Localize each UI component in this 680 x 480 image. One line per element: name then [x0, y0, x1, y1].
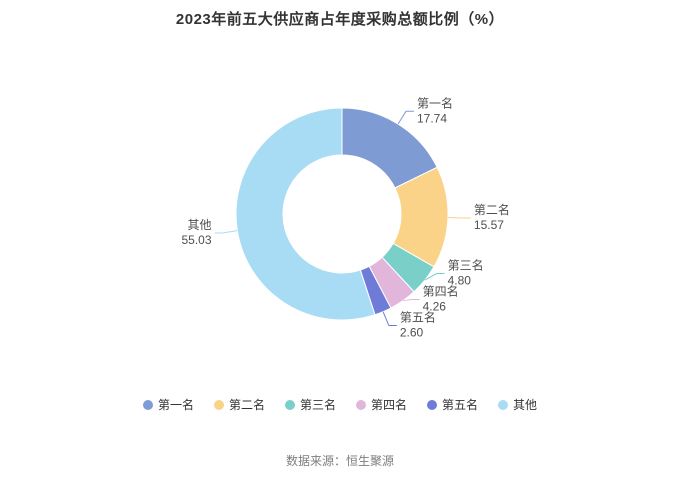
label-line: [382, 311, 397, 327]
label-line: [402, 299, 420, 302]
slice-label: 第三名 4.80: [448, 258, 484, 288]
legend-item-6[interactable]: 其他: [498, 396, 537, 413]
legend-label: 第一名: [157, 398, 194, 412]
legend-label: 第三名: [299, 398, 336, 412]
slice-label: 第二名 15.57: [474, 202, 510, 232]
label-line: [424, 273, 445, 281]
legend-item-2[interactable]: 第二名: [213, 396, 265, 413]
slice-label: 第五名 2.60: [400, 310, 436, 340]
legend-marker: [356, 399, 366, 410]
legend-label: 第五名: [442, 398, 479, 412]
label-line: [397, 110, 414, 125]
legend-marker: [213, 399, 224, 410]
legend-label: 第四名: [371, 398, 408, 412]
legend-marker: [142, 399, 153, 410]
slice-label: 其他 55.03: [181, 218, 211, 247]
legend-item-4[interactable]: 第四名: [356, 396, 407, 413]
chart-title: 2023年前五大供应商占年度采购总额比例（%）: [175, 11, 505, 28]
chart-legend: 第一名 第二名 第三名 第四名 第五名 其他: [0, 396, 680, 413]
legend-label: 其他: [513, 398, 538, 412]
legend-marker: [498, 399, 509, 410]
legend-item-3[interactable]: 第三名: [284, 396, 336, 413]
legend-marker: [427, 399, 438, 410]
legend-item-5[interactable]: 第五名: [427, 396, 478, 413]
data-source: 数据来源：恒生聚源: [285, 454, 394, 468]
label-line: [214, 230, 238, 234]
pie-slice-6[interactable]: [235, 107, 376, 321]
legend-marker: [284, 399, 295, 410]
legend-label: 第二名: [228, 398, 265, 412]
legend-item-1[interactable]: 第一名: [142, 396, 194, 413]
slice-label: 第四名 4.26: [423, 284, 459, 314]
slice-label: 第一名 17.74: [417, 95, 453, 125]
